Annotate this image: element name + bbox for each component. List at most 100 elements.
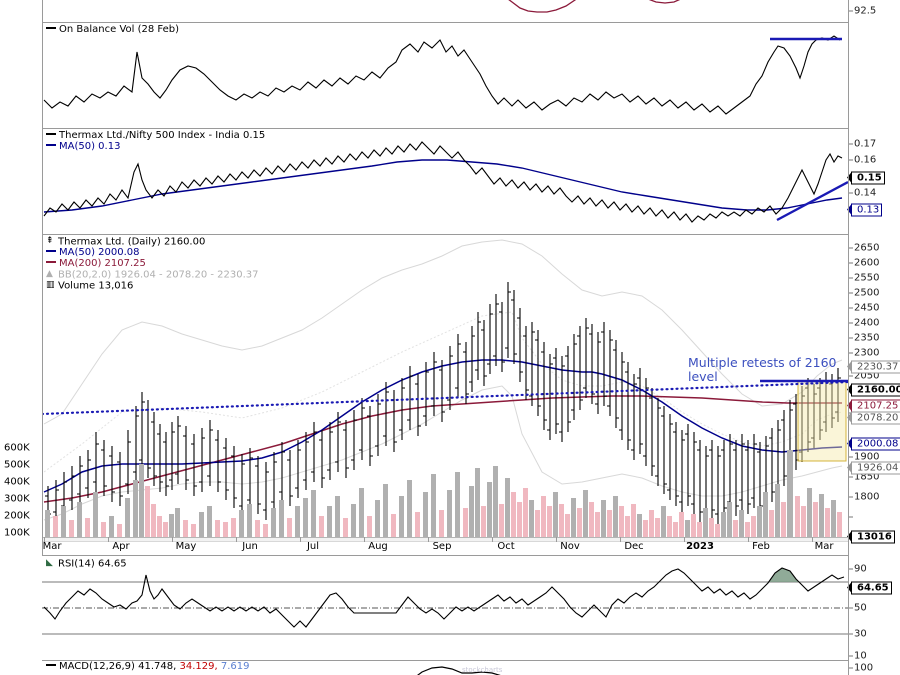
rs-legend-label: Thermax Ltd./Nifty 500 Index - India 0.1…: [59, 130, 266, 141]
tick-rs-0-14: 0.14: [854, 187, 877, 199]
flag-last-price: 2160.00: [847, 383, 900, 397]
price-legend-row-bb: ▲ BB(20,2.0) 1926.04 - 2078.20 - 2230.37: [46, 269, 259, 281]
rs-ma50-line: [43, 159, 843, 213]
tick-2650: 2650: [854, 242, 880, 254]
macd-legend: MACD(12,26,9) 41.748, 34.129, 7.619: [46, 661, 249, 672]
price-plot: [42, 234, 848, 537]
tick-1850: 1800: [854, 491, 880, 503]
xlabel-2023: 2023: [686, 541, 714, 552]
ma50-swatch-icon: [46, 250, 56, 252]
rs-ma-swatch-icon: [46, 144, 56, 146]
flag-bb-mid: 2078.20: [846, 411, 900, 425]
xlabel-feb: Feb: [752, 541, 770, 552]
flag-rsi-value: 64.65: [847, 581, 892, 595]
panel-relative-strength: Thermax Ltd./Nifty 500 Index - India 0.1…: [0, 128, 900, 234]
rsi-plot: [42, 555, 848, 660]
panel-on-balance-volume: On Balance Vol (28 Feb): [0, 22, 900, 128]
vol-tick-600k: 600K: [4, 442, 30, 454]
annotation-line-1: Multiple retests of 2160: [688, 355, 837, 370]
rs-line-swatch-icon: [46, 133, 56, 135]
ma50-line: [43, 359, 843, 493]
rs-legend-row-main: Thermax Ltd./Nifty 500 Index - India 0.1…: [46, 130, 265, 141]
x-axis: Mar Apr May Jun Jul Aug Sep Oct Nov Dec …: [0, 537, 900, 555]
annotation-multiple-retests: Multiple retests of 2160 level: [688, 356, 837, 384]
macd-plot: stockcharts: [42, 660, 848, 675]
tick-rs-0-16: 0.16: [854, 154, 877, 166]
macd-legend-signal: 34.129,: [179, 661, 218, 672]
axis-obv: [849, 22, 900, 128]
tick-rsi-10: 10: [854, 650, 867, 662]
bb-lower-band: [43, 385, 843, 521]
bollinger-band-icon: ▲: [46, 269, 53, 279]
rsi-overbought-fill: [768, 568, 799, 582]
obv-legend-label: On Balance Vol (28 Feb): [59, 24, 179, 35]
rsi-legend: ◣ RSI(14) 64.65: [46, 558, 127, 570]
xlabel-sep: Sep: [432, 541, 452, 552]
rsi-legend-label: RSI(14) 64.65: [58, 558, 127, 570]
price-legend-title: Thermax Ltd. (Daily) 2160.00: [58, 236, 206, 248]
top-clipped-plot: [42, 0, 848, 22]
price-legend-row-ma200: MA(200) 2107.25: [46, 258, 259, 269]
macd-legend-row: MACD(12,26,9) 41.748, 34.129, 7.619: [46, 661, 249, 672]
vol-tick-500k: 500K: [4, 459, 30, 471]
panel-macd: MACD(12,26,9) 41.748, 34.129, 7.619 stoc…: [0, 660, 900, 675]
panel-price-main: ⇞ Thermax Ltd. (Daily) 2160.00 MA(50) 200…: [0, 234, 900, 544]
obv-line-swatch-icon: [46, 27, 56, 29]
ma200-line: [43, 395, 842, 503]
tick-2350: 2350: [854, 332, 880, 344]
tick-2600: 2600: [854, 257, 880, 269]
plot-left-edge: [42, 0, 43, 555]
flag-volume: 13016: [847, 530, 895, 544]
rs-plot: [42, 128, 848, 234]
obv-line: [43, 35, 841, 115]
flag-bb-lower: 1926.04: [846, 461, 900, 475]
macd-legend-main: MACD(12,26,9) 41.748,: [59, 661, 177, 672]
obv-legend-row: On Balance Vol (28 Feb): [46, 24, 179, 35]
macd-line-swatch-icon: [46, 664, 56, 666]
highlight-box: [797, 380, 847, 462]
xlabel-nov: Nov: [560, 541, 580, 552]
price-legend-row-title: ⇞ Thermax Ltd. (Daily) 2160.00: [46, 236, 259, 248]
ma200-swatch-icon: [46, 261, 56, 263]
plot-axis-divider: [848, 0, 849, 675]
flag-bb-upper: 2230.37: [846, 360, 900, 374]
xlabel-apr: Apr: [112, 541, 130, 552]
rs-legend-row-ma: MA(50) 0.13: [46, 141, 265, 152]
annotation-line-2: level: [688, 369, 718, 384]
panel-top-clipped: 92.5: [0, 0, 900, 22]
dotted-ascending-trendline: [42, 380, 848, 416]
rs-ma-label: MA(50) 0.13: [59, 141, 121, 152]
rs-ascending-trendline: [776, 180, 848, 222]
bb-middle-band: [43, 311, 843, 473]
clipped-indicator-line: [508, 0, 681, 13]
price-legend-row-ma50: MA(50) 2000.08: [46, 247, 259, 258]
tick-macd-100: 100: [854, 662, 874, 674]
tick-2450: 2450: [854, 302, 880, 314]
obv-plot: [42, 22, 848, 128]
ohlc-bars-icon: ⇞: [46, 236, 54, 246]
volume-bars-icon: ▥: [46, 280, 55, 290]
xlabel-jul: Jul: [306, 541, 320, 552]
tick-rsi-50: 50: [854, 602, 867, 614]
tick-2200: 2050: [854, 370, 880, 382]
flag-ma50: 2000.08: [846, 437, 900, 451]
tick-2550: 2550: [854, 272, 880, 284]
price-legend-row-volume: ▥ Volume 13,016: [46, 280, 259, 292]
rs-price-flag: 0.15: [847, 171, 885, 185]
bb-label: BB(20,2.0) 1926.04 - 2078.20 - 2230.37: [58, 269, 259, 281]
ma50-label: MA(50) 2000.08: [59, 247, 140, 258]
axis-relative-strength: 0.17 0.16 0.14 0.15 0.13: [846, 128, 900, 234]
volume-label: Volume 13,016: [58, 280, 134, 292]
tick-1900: 1850: [854, 471, 880, 483]
xlabel-jun: Jun: [242, 541, 258, 552]
axis-rsi: 90 50 30 10 64.65: [847, 555, 900, 662]
tick-rs-0-17: 0.17: [854, 138, 877, 150]
obv-legend: On Balance Vol (28 Feb): [46, 24, 179, 35]
tick-92-5: 92.5: [854, 5, 877, 17]
watermark-text: stockcharts: [462, 666, 503, 674]
tick-2400: 2400: [854, 317, 880, 329]
vol-tick-200k: 200K: [4, 510, 30, 522]
rsi-area-icon: ◣: [46, 558, 53, 568]
xlabel-aug: Aug: [368, 541, 388, 552]
